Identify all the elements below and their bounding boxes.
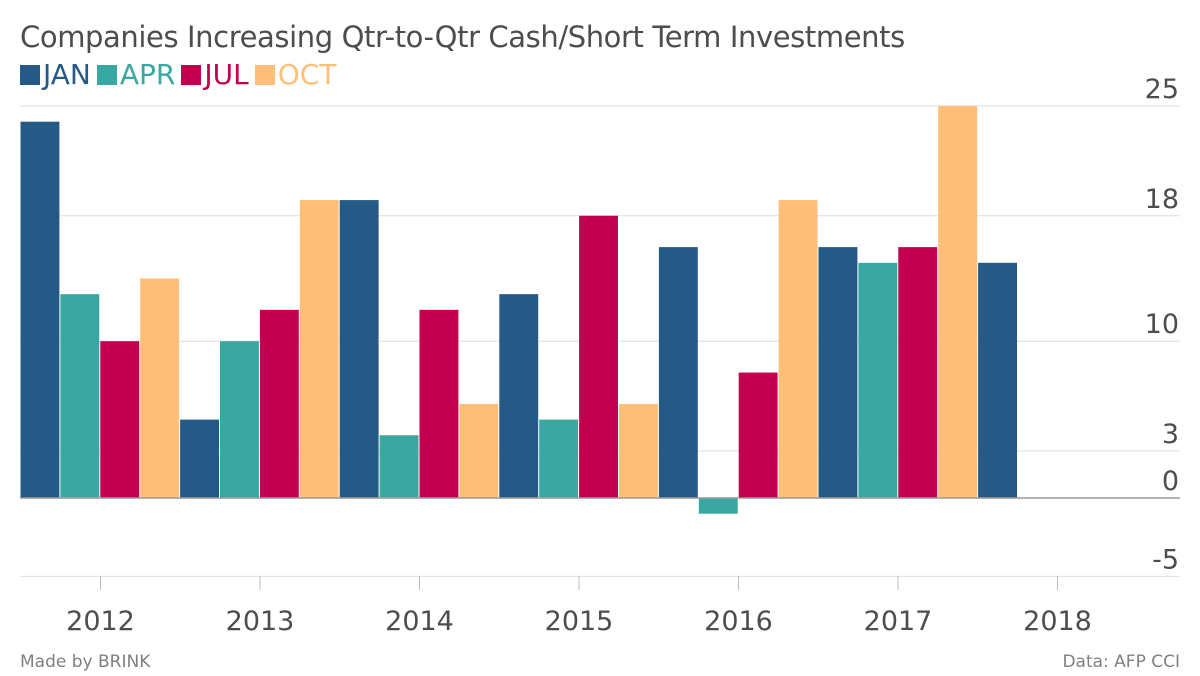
bar-jan-2012 (20, 121, 60, 499)
bar-oct-2013 (299, 200, 339, 498)
bar-apr-2014 (379, 435, 419, 498)
bar-oct-2014 (459, 403, 499, 498)
bar-jan-2014 (339, 200, 379, 498)
credit-label: Data: AFP CCI (1062, 652, 1180, 672)
x-tick-label: 2016 (704, 606, 773, 637)
x-tick-label: 2014 (385, 606, 454, 637)
bar-jan-2013 (180, 419, 219, 498)
legend-item-oct: OCT (254, 58, 337, 91)
legend-swatch (181, 64, 202, 85)
legend-label: JAN (43, 58, 91, 91)
y-tick-label: -5 (1152, 544, 1179, 575)
chart-legend: JAN APR JUL OCT (20, 58, 342, 91)
bar-jul-2014 (419, 309, 459, 498)
bar-jul-2015 (579, 215, 618, 498)
source-label: Made by BRINK (20, 652, 151, 672)
chart-title: Companies Increasing Qtr-to-Qtr Cash/Sho… (20, 20, 905, 54)
bar-jul-2017 (898, 247, 938, 498)
bar-apr-2016 (698, 498, 738, 514)
bar-jan-2017 (818, 247, 858, 498)
legend-swatch (20, 64, 40, 85)
y-tick-label: 10 (1145, 309, 1179, 340)
bar-jul-2016 (738, 372, 778, 498)
bar-apr-2012 (60, 294, 100, 498)
bar-apr-2015 (539, 419, 579, 498)
legend-label: APR (119, 58, 176, 91)
bar-jan-2016 (658, 247, 698, 498)
bar-oct-2012 (140, 278, 180, 498)
bar-apr-2013 (220, 341, 259, 498)
x-tick-label: 2012 (66, 606, 135, 637)
legend-swatch (96, 64, 117, 85)
bar-apr-2017 (858, 262, 898, 498)
bar-jan-2018 (978, 262, 1017, 498)
y-tick-label: 0 (1162, 466, 1179, 497)
bar-oct-2015 (619, 403, 658, 498)
legend-swatch (254, 64, 275, 85)
bar-jul-2012 (100, 341, 140, 498)
y-tick-label: 18 (1145, 184, 1179, 215)
x-tick-label: 2017 (864, 606, 933, 637)
y-tick-label: 3 (1162, 419, 1179, 450)
y-tick-label: 25 (1145, 74, 1179, 105)
x-tick-label: 2013 (226, 606, 295, 637)
bar-jan-2015 (499, 294, 539, 498)
legend-label: JUL (204, 58, 249, 91)
legend-item-jan: JAN (20, 58, 91, 91)
legend-item-apr: APR (96, 58, 176, 91)
legend-item-jul: JUL (181, 58, 249, 91)
bar-oct-2016 (778, 200, 818, 498)
bar-oct-2017 (938, 106, 978, 498)
x-tick-label: 2018 (1023, 606, 1092, 637)
bar-jul-2013 (259, 309, 299, 498)
legend-label: OCT (277, 58, 337, 91)
x-tick-label: 2015 (545, 606, 614, 637)
